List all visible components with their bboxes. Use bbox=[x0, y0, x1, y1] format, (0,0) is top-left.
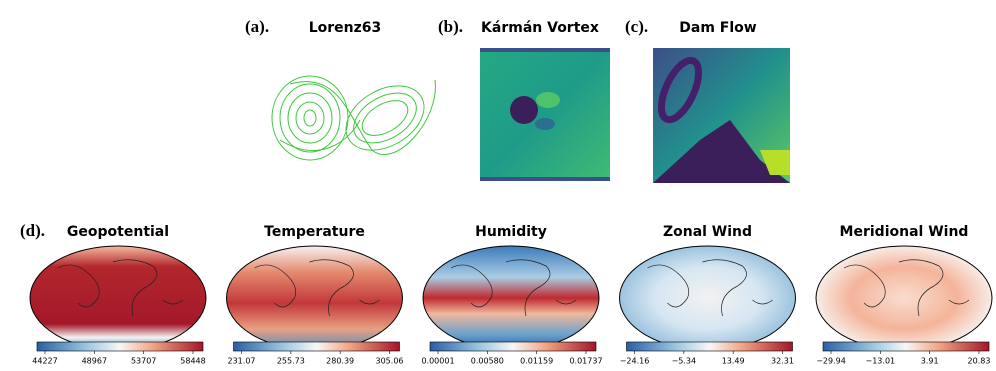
colorbar bbox=[822, 341, 990, 352]
colorbar bbox=[36, 341, 204, 352]
map bbox=[29, 245, 207, 351]
colorbar-tick-label: 44227 bbox=[32, 357, 57, 366]
map bbox=[422, 245, 600, 351]
colorbar-tick-label: 231.07 bbox=[228, 357, 256, 366]
map-title: Geopotential bbox=[67, 224, 169, 240]
colorbar-tick-label: 13.49 bbox=[722, 357, 745, 366]
panel-title: Dam Flow bbox=[679, 20, 757, 36]
coastline bbox=[647, 259, 773, 317]
colorbar-tick-label: −13.01 bbox=[866, 357, 896, 366]
colorbar-tick-label: 255.73 bbox=[277, 357, 305, 366]
map-title: Meridional Wind bbox=[840, 224, 969, 240]
coastline bbox=[450, 259, 577, 317]
colorbar-tick-label: 53707 bbox=[131, 357, 156, 366]
colorbar-tick-label: 48967 bbox=[82, 357, 107, 366]
panel-label: (a). bbox=[245, 17, 269, 36]
colorbar-tick-label: −5.34 bbox=[672, 357, 697, 366]
map bbox=[619, 245, 796, 351]
colorbar-tick-label: −24.16 bbox=[620, 357, 650, 366]
karman-vortex-image bbox=[480, 48, 610, 181]
coastline bbox=[57, 259, 184, 317]
colorbar-tick-label: 3.91 bbox=[921, 357, 939, 366]
colorbar-tick-label: 0.00580 bbox=[471, 357, 504, 366]
coastline bbox=[843, 259, 970, 317]
map bbox=[226, 245, 403, 351]
map-title: Temperature bbox=[264, 224, 365, 240]
colorbar-tick-label: 0.00001 bbox=[421, 357, 454, 366]
lorenz-attractor bbox=[271, 75, 436, 161]
colorbar-tick-label: 32.31 bbox=[771, 357, 794, 366]
colorbar-tick-label: −29.94 bbox=[816, 357, 846, 366]
colorbar-tick-label: 280.39 bbox=[326, 357, 354, 366]
map-title: Zonal Wind bbox=[663, 224, 752, 240]
colorbar-tick-label: 0.01737 bbox=[569, 357, 602, 366]
map bbox=[815, 245, 993, 351]
colorbar bbox=[233, 341, 400, 352]
colorbar-tick-label: 58448 bbox=[180, 357, 205, 366]
dam-flow-image bbox=[653, 48, 790, 183]
colorbar-tick-label: 0.01159 bbox=[520, 357, 553, 366]
panel-title: Lorenz63 bbox=[309, 20, 382, 36]
map-title: Humidity bbox=[475, 224, 547, 240]
colorbar bbox=[429, 341, 597, 352]
colorbar-tick-label: 305.06 bbox=[376, 357, 404, 366]
panel-label: (b). bbox=[438, 17, 463, 36]
panel-label: (c). bbox=[625, 17, 648, 36]
panel-title: Kármán Vortex bbox=[481, 20, 599, 36]
colorbar bbox=[626, 341, 793, 352]
colorbar-tick-label: 20.83 bbox=[968, 357, 991, 366]
panel-label: (d). bbox=[20, 221, 45, 240]
coastline bbox=[254, 259, 380, 317]
